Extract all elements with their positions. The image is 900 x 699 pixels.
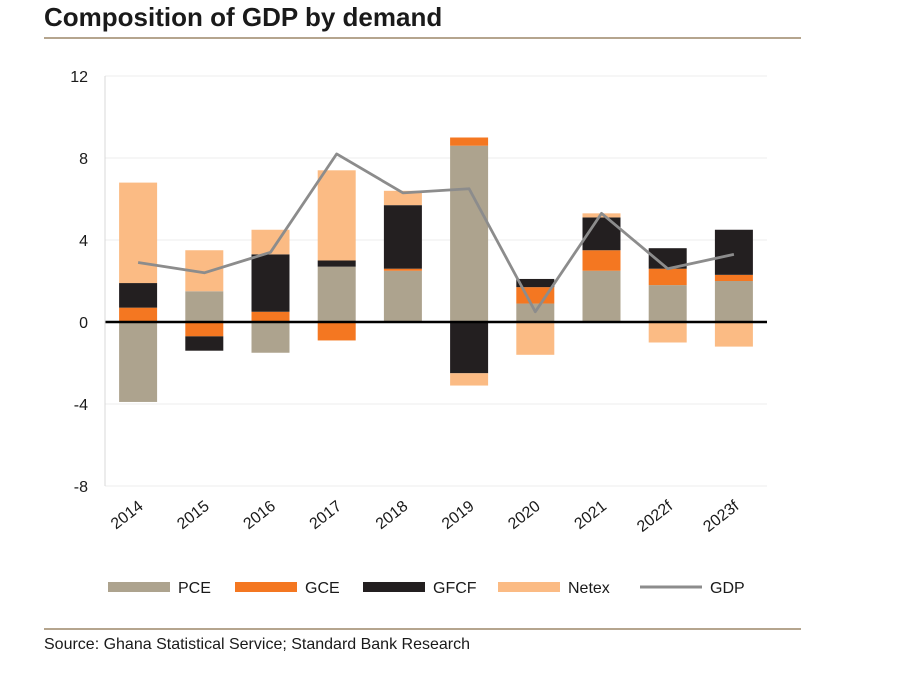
y-tick-label: 12 (70, 69, 88, 86)
legend-label-netex: Netex (568, 580, 610, 597)
bar-pce-2023f (714, 281, 753, 322)
bar-netex-2023f (714, 322, 753, 347)
x-tick-labels: 2014 2015 2016 2017 2018 2019 2020 2021 2022f 202… (108, 497, 743, 535)
legend: PCE GCE GFCF Netex GDP (108, 580, 745, 597)
bar-gfcf-2016 (251, 254, 290, 312)
bar-gfcf-2015 (185, 336, 224, 351)
bar-gce-2022f (648, 268, 687, 286)
bar-gce-2019 (450, 137, 489, 146)
y-tick-label: -4 (74, 397, 88, 414)
legend-swatch-netex (498, 582, 560, 592)
x-tick-label: 2021 (571, 498, 610, 533)
y-tick-label: 0 (79, 315, 88, 332)
bar-netex-2019 (450, 373, 489, 386)
bar-gce-2017 (317, 322, 356, 341)
bar-netex-2014 (119, 182, 158, 284)
legend-label-pce: PCE (178, 580, 211, 597)
bar-gfcf-2020 (516, 278, 555, 288)
x-tick-label: 2017 (307, 498, 346, 533)
bar-pce-2014 (119, 322, 158, 402)
x-tick-label: 2020 (505, 498, 544, 533)
bar-gce-2015 (185, 322, 224, 337)
gdp-line (137, 152, 735, 314)
x-tick-label: 2015 (174, 498, 213, 533)
bar-gce-2018 (383, 268, 422, 271)
x-tick-label: 2022f (634, 497, 676, 535)
bar-gfcf-2019 (450, 322, 489, 374)
bar-pce-2019 (450, 145, 489, 322)
x-tick-label: 2023f (700, 497, 742, 535)
bar-pce-2017 (317, 266, 356, 322)
bar-gfcf-2014 (119, 283, 158, 308)
bar-gfcf-2022f (648, 248, 687, 269)
legend-label-gfcf: GFCF (433, 580, 477, 597)
legend-swatch-gce (235, 582, 297, 592)
bar-gce-2014 (119, 307, 158, 322)
x-tick-label: 2019 (439, 498, 478, 533)
bar-pce-2015 (185, 291, 224, 322)
source-note: Source: Ghana Statistical Service; Stand… (44, 636, 470, 653)
bar-pce-2018 (383, 270, 422, 322)
bar-pce-2021 (582, 270, 621, 322)
bar-gce-2016 (251, 311, 290, 322)
bar-gfcf-2018 (383, 205, 422, 269)
legend-swatch-gfcf (363, 582, 425, 592)
bar-gce-2023f (714, 274, 753, 281)
bar-netex-2022f (648, 322, 687, 343)
y-tick-label: 8 (79, 151, 88, 168)
x-tick-label: 2018 (373, 498, 412, 533)
legend-label-gdp: GDP (710, 580, 745, 597)
x-tick-label: 2016 (240, 498, 279, 533)
bar-gce-2021 (582, 250, 621, 271)
bar-gfcf-2017 (317, 260, 356, 267)
bar-netex-2018 (383, 190, 422, 206)
bar-pce-2016 (251, 322, 290, 353)
y-tick-label: -8 (74, 479, 88, 496)
title-rule (44, 37, 801, 39)
legend-swatch-pce (108, 582, 170, 592)
bar-netex-2017 (317, 170, 356, 261)
source-rule (44, 628, 801, 630)
y-tick-labels: -8 -4 0 4 8 12 (70, 69, 88, 496)
legend-label-gce: GCE (305, 580, 340, 597)
x-tick-label: 2014 (108, 498, 147, 533)
chart-title: Composition of GDP by demand (44, 2, 443, 32)
bar-gfcf-2023f (714, 229, 753, 275)
y-tick-label: 4 (79, 233, 88, 250)
bar-pce-2022f (648, 285, 687, 322)
bar-netex-2020 (516, 322, 555, 355)
